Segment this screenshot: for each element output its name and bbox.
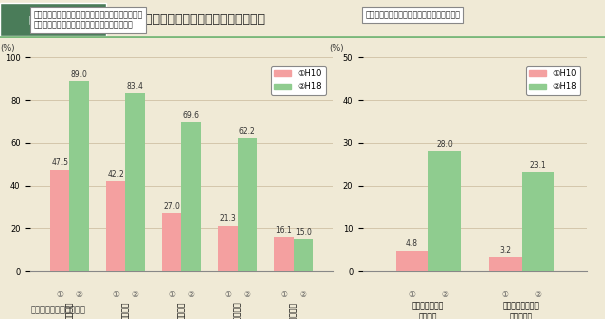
Text: ②: ② xyxy=(534,290,541,300)
Text: ①: ① xyxy=(168,290,175,300)
Text: 89.0: 89.0 xyxy=(71,70,88,79)
Text: 27.0: 27.0 xyxy=(163,202,180,211)
Text: ①: ① xyxy=(408,290,416,300)
Text: 47.5: 47.5 xyxy=(51,159,68,167)
Text: (%): (%) xyxy=(329,44,344,53)
Text: 4.8: 4.8 xyxy=(406,240,418,249)
Text: ①: ① xyxy=(280,290,287,300)
Text: 各市町村における学校の裁量拡大の取組状況: 各市町村における学校の裁量拡大の取組状況 xyxy=(115,13,265,26)
Text: ②: ② xyxy=(441,290,448,300)
Text: ①: ① xyxy=(502,290,509,300)
Text: 69.6: 69.6 xyxy=(183,111,200,120)
Text: 学校裁量予算を導入している教育委員会の数: 学校裁量予算を導入している教育委員会の数 xyxy=(365,11,460,19)
Text: ②: ② xyxy=(76,290,83,300)
Text: 学校管理規則において，学校の各種取組について許
可・承認による関与を行わない教育委員会の数: 学校管理規則において，学校の各種取組について許 可・承認による関与を行わない教育… xyxy=(33,11,143,30)
Bar xyxy=(274,237,293,271)
Text: 23.1: 23.1 xyxy=(529,161,546,170)
Text: ①: ① xyxy=(113,290,119,300)
Bar xyxy=(522,172,554,271)
Text: （出典）文部科学者調べ: （出典）文部科学者調べ xyxy=(30,306,85,315)
Bar xyxy=(106,181,125,271)
Text: 3.2: 3.2 xyxy=(499,246,511,255)
Legend: ①H10, ②H18: ①H10, ②H18 xyxy=(271,66,325,95)
Text: 15.0: 15.0 xyxy=(295,228,312,237)
Bar xyxy=(293,239,313,271)
Text: 42.2: 42.2 xyxy=(107,170,124,179)
Text: 図表1-2-14: 図表1-2-14 xyxy=(28,14,78,24)
Text: 28.0: 28.0 xyxy=(436,140,453,149)
Text: ②: ② xyxy=(188,290,195,300)
Text: 83.4: 83.4 xyxy=(127,82,144,91)
Bar xyxy=(182,122,201,271)
Text: 16.1: 16.1 xyxy=(275,226,292,234)
Text: ②: ② xyxy=(244,290,250,300)
Bar xyxy=(396,251,428,271)
Bar xyxy=(428,152,461,271)
FancyBboxPatch shape xyxy=(0,3,106,36)
Bar xyxy=(70,81,89,271)
Text: ①: ① xyxy=(224,290,231,300)
Text: ②: ② xyxy=(132,290,139,300)
Text: ①: ① xyxy=(56,290,63,300)
Bar xyxy=(238,138,257,271)
Bar xyxy=(125,93,145,271)
Text: (%): (%) xyxy=(0,44,15,53)
Text: ②: ② xyxy=(300,290,307,300)
Legend: ①H10, ②H18: ①H10, ②H18 xyxy=(526,66,580,95)
Text: 21.3: 21.3 xyxy=(220,214,236,224)
Bar xyxy=(50,170,70,271)
Bar xyxy=(218,226,238,271)
Bar xyxy=(162,213,182,271)
Text: 62.2: 62.2 xyxy=(239,127,256,136)
Bar xyxy=(489,257,522,271)
